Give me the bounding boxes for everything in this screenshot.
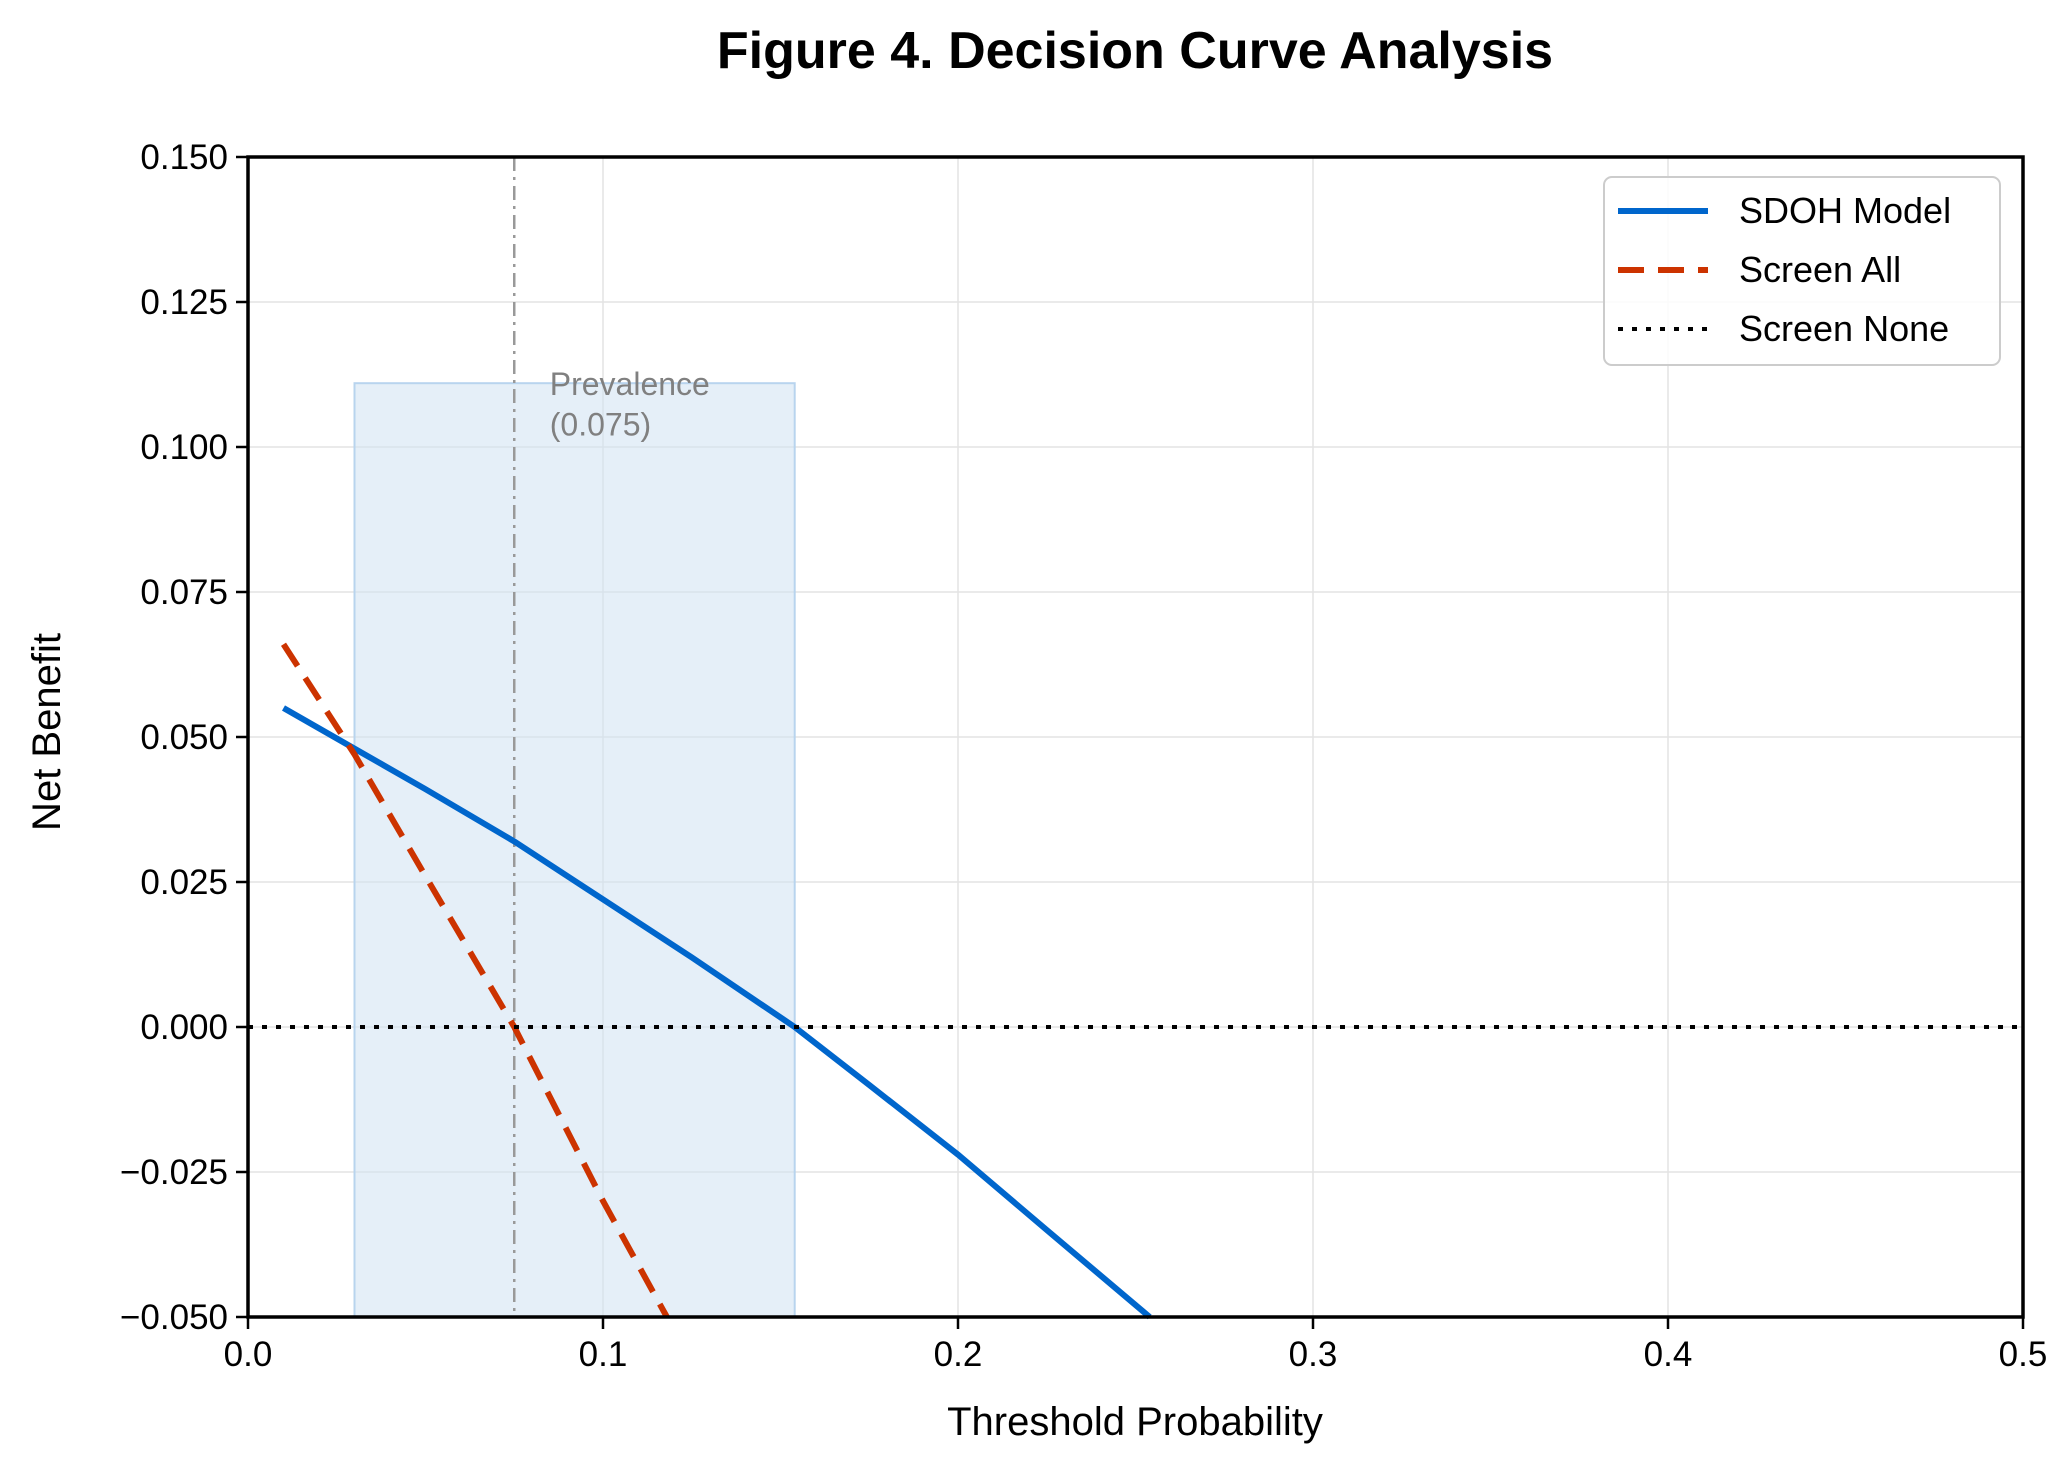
x-tick-label: 0.5	[1999, 1335, 2048, 1374]
series-line-screen-all	[280, 642, 670, 1319]
y-tick-label: −0.050	[120, 1298, 228, 1337]
x-tick-label: 0.4	[1644, 1335, 1693, 1374]
y-tick-label: 0.075	[140, 573, 228, 612]
prevalence-annotation: Prevalence	[550, 366, 710, 402]
x-tick-label: 0.1	[579, 1335, 628, 1374]
shaded-region-group: Prevalence (0.075)	[353, 157, 796, 1318]
chart-title: Figure 4. Decision Curve Analysis	[717, 22, 1553, 80]
x-tick-label: 0.2	[934, 1335, 983, 1374]
legend-label: Screen All	[1739, 249, 1901, 290]
y-tick-label: 0.000	[140, 1008, 228, 1047]
x-tick-label: 0.0	[224, 1335, 273, 1374]
y-tick-label: −0.025	[120, 1153, 228, 1192]
y-axis-title: Net Benefit	[25, 633, 69, 831]
series-line-sdoh-model	[282, 705, 1152, 1320]
x-axis-title: Threshold Probability	[947, 1400, 1323, 1444]
y-tick-label: 0.050	[140, 718, 228, 757]
y-tick-label: 0.150	[140, 138, 228, 177]
y-tick-label: 0.100	[140, 428, 228, 467]
prevalence-annotation: (0.075)	[550, 406, 651, 442]
x-tick-label: 0.3	[1289, 1335, 1338, 1374]
axis-ticks: 0.0 0.1 0.2 0.3 0.4 0.5 −0.050 −0.025 0.000 0.025…	[120, 138, 2047, 1374]
legend-label: SDOH Model	[1739, 190, 1951, 231]
series-lines	[248, 642, 2023, 1320]
y-tick-label: 0.025	[140, 863, 228, 902]
legend-box	[1603, 176, 2001, 366]
legend-label: Screen None	[1739, 308, 1949, 349]
y-tick-label: 0.125	[140, 283, 228, 322]
legend: SDOH Model Screen All Screen None	[1603, 176, 2001, 366]
shaded-region	[353, 382, 796, 1318]
